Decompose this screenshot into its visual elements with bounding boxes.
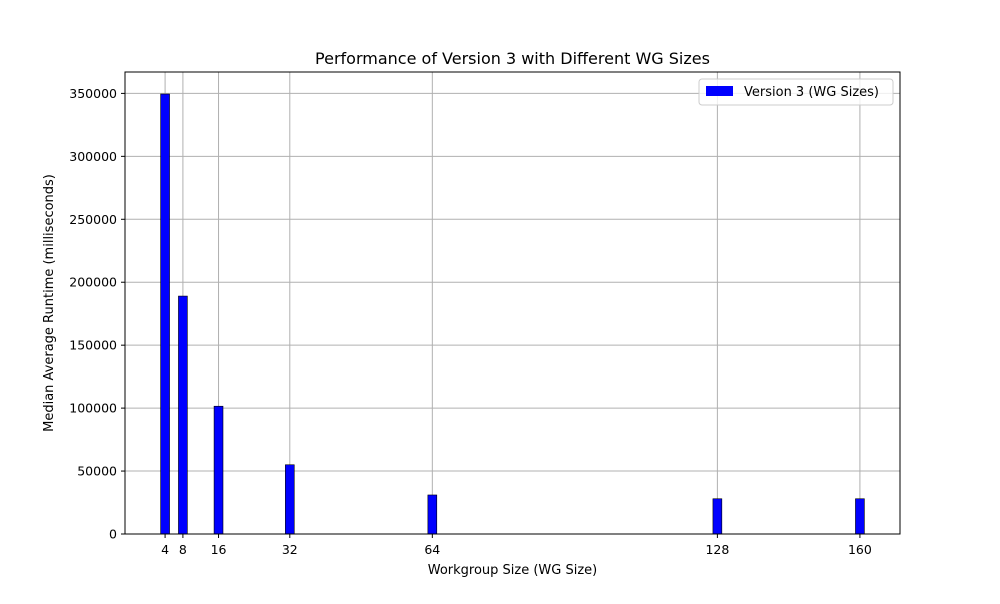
- x-tick-label: 8: [179, 542, 187, 557]
- bars: [160, 93, 865, 535]
- x-tick-label: 32: [282, 542, 298, 557]
- y-tick-label: 350000: [69, 86, 117, 101]
- bar-wg-128: [712, 498, 723, 535]
- y-axis-label: Median Average Runtime (milliseconds): [42, 174, 57, 432]
- bar-wg-32: [285, 464, 295, 535]
- y-tick-label: 100000: [69, 401, 117, 416]
- y-tick-label: 50000: [77, 464, 117, 479]
- x-tick-label: 64: [424, 542, 440, 557]
- bar-wg-4: [160, 93, 170, 535]
- legend-label: Version 3 (WG Sizes): [744, 85, 879, 100]
- legend-swatch: [706, 86, 733, 96]
- legend: Version 3 (WG Sizes): [698, 78, 894, 106]
- x-tick-label: 128: [705, 542, 729, 557]
- x-tick-label: 16: [211, 542, 227, 557]
- legend-frame: [698, 78, 894, 106]
- x-tick-label: 4: [161, 542, 169, 557]
- y-tick-label: 250000: [69, 212, 117, 227]
- y-tick-label: 200000: [69, 275, 117, 290]
- chart-title: Performance of Version 3 with Different …: [315, 49, 710, 68]
- plot-frame: [124, 71, 901, 535]
- grid-lines: [125, 72, 900, 535]
- x-axis-label: Workgroup Size (WG Size): [428, 563, 598, 578]
- y-tick-label: 0: [109, 527, 117, 542]
- y-tick-label: 300000: [69, 149, 117, 164]
- x-tick-label: 160: [848, 542, 872, 557]
- y-tick-label: 150000: [69, 338, 117, 353]
- bar-wg-64: [427, 494, 438, 535]
- bar-wg-160: [855, 498, 865, 535]
- bar-wg-16: [213, 405, 224, 535]
- axis-ticks: 0 50000 100000 150000 200000 250000 300000 3500…: [69, 86, 872, 557]
- bar-wg-8: [178, 295, 188, 535]
